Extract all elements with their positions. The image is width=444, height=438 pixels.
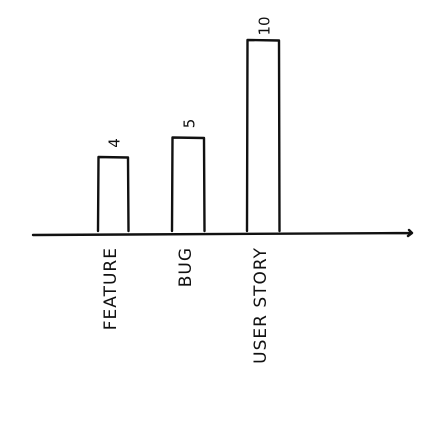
data-label-user-story: 10 xyxy=(256,16,274,35)
labels-layer: 4 FEATURE 5 BUG 10 USER STORY xyxy=(101,16,274,363)
x-tick-label-bug: BUG xyxy=(176,247,196,287)
data-label-feature: 4 xyxy=(106,138,124,148)
axis-layer xyxy=(31,228,414,238)
bar-user-story xyxy=(245,38,281,233)
bar-bug xyxy=(170,136,206,233)
bar-feature xyxy=(96,155,130,233)
x-tick-label-feature: FEATURE xyxy=(101,247,121,330)
x-axis-line xyxy=(31,228,414,238)
x-tick-label-user-story: USER STORY xyxy=(251,247,271,364)
data-label-bug: 5 xyxy=(181,119,199,129)
bars-layer xyxy=(96,38,281,233)
